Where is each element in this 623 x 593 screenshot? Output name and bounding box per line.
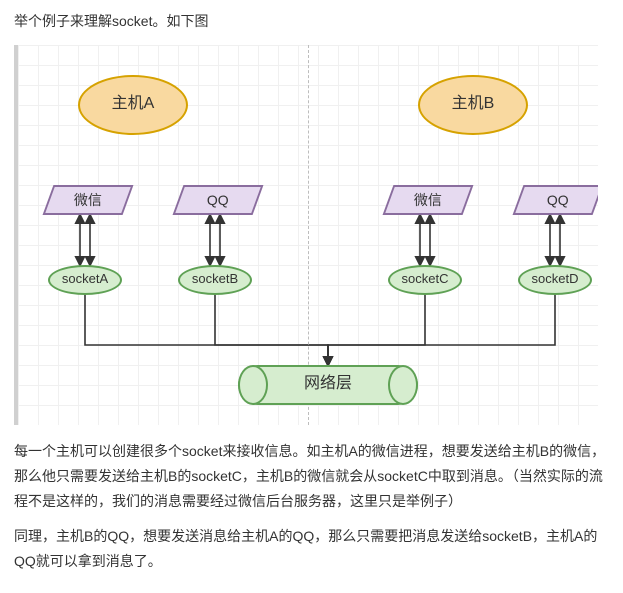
socket-diagram: 主机A 主机B 微信 QQ 微信 QQ socketA socketB socketC socke…	[18, 45, 598, 425]
app-wechat-a: 微信	[43, 185, 134, 215]
socket-d: socketD	[518, 265, 592, 295]
socket-c: socketC	[388, 265, 462, 295]
paragraph-2: 同理，主机B的QQ，想要发送消息给主机A的QQ，那么只需要把消息发送给socke…	[14, 524, 609, 574]
host-b: 主机B	[418, 75, 528, 135]
socket-b: socketB	[178, 265, 252, 295]
diagram-container: 主机A 主机B 微信 QQ 微信 QQ socketA socketB socketC socke…	[14, 45, 609, 425]
app-qq-a: QQ	[173, 185, 264, 215]
host-a: 主机A	[78, 75, 188, 135]
intro-text: 举个例子来理解socket。如下图	[14, 8, 609, 35]
app-qq-b: QQ	[513, 185, 598, 215]
paragraph-1: 每一个主机可以创建很多个socket来接收信息。如主机A的微信进程，想要发送给主…	[14, 439, 609, 515]
app-wechat-b: 微信	[383, 185, 474, 215]
socket-a: socketA	[48, 265, 122, 295]
network-layer: 网络层	[238, 365, 418, 405]
